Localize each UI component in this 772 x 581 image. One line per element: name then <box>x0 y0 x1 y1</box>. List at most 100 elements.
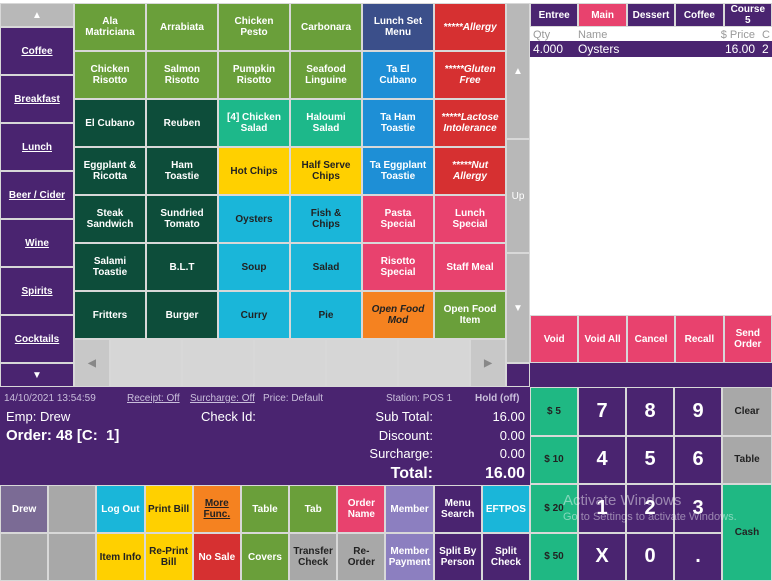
function-button[interactable]: EFTPOS <box>481 485 530 533</box>
menu-item[interactable]: Salad <box>290 243 362 291</box>
clear-button[interactable]: Clear <box>722 387 772 436</box>
menu-item[interactable]: Seafood Linguine <box>290 51 362 99</box>
menu-item[interactable]: [4] Chicken Salad <box>218 99 290 147</box>
numpad-key[interactable]: 3 <box>674 484 722 533</box>
function-button[interactable]: Transfer Check <box>289 533 338 581</box>
category-button[interactable]: Spirits <box>0 267 74 315</box>
scroll-right[interactable]: ▶ <box>470 339 506 387</box>
function-button[interactable]: Re-Order <box>337 533 386 581</box>
function-button[interactable]: Tab <box>289 485 338 533</box>
order-row[interactable] <box>530 41 772 57</box>
menu-item[interactable]: Ta Eggplant Toastie <box>362 147 434 195</box>
numpad-key[interactable]: . <box>674 532 722 581</box>
menu-item[interactable]: Ala Matriciana <box>74 3 146 51</box>
menu-item[interactable]: Lunch Set Menu <box>362 3 434 51</box>
order-action[interactable]: Recall <box>675 315 724 363</box>
function-button[interactable]: Menu Search <box>433 485 482 533</box>
menu-item[interactable]: Risotto Special <box>362 243 434 291</box>
menu-item[interactable]: *****Gluten Free <box>434 51 506 99</box>
numpad-key[interactable]: 8 <box>626 387 674 436</box>
menu-item[interactable]: Reuben <box>146 99 218 147</box>
order-scroll-up[interactable]: ▲ <box>506 3 530 139</box>
menu-item[interactable]: Oysters <box>218 195 290 243</box>
menu-item[interactable]: *****Nut Allergy <box>434 147 506 195</box>
category-button[interactable]: Breakfast <box>0 75 74 123</box>
numpad-key[interactable]: 5 <box>626 435 674 484</box>
menu-item[interactable]: Chicken Risotto <box>74 51 146 99</box>
menu-item[interactable]: Salmon Risotto <box>146 51 218 99</box>
course-tab[interactable]: Main <box>578 3 627 27</box>
menu-item[interactable]: Carbonara <box>290 3 362 51</box>
menu-item[interactable]: Steak Sandwich <box>74 195 146 243</box>
numpad-key[interactable]: 1 <box>578 484 626 533</box>
order-action[interactable]: Cancel <box>626 315 676 363</box>
menu-item[interactable]: B.L.T <box>146 243 218 291</box>
menu-item[interactable]: Curry <box>218 291 290 339</box>
table-button[interactable]: Table <box>722 435 772 484</box>
cash-button[interactable]: $ 5 <box>530 387 578 436</box>
function-button[interactable]: Covers <box>240 533 290 581</box>
course-tab[interactable]: Course 5 <box>723 3 772 27</box>
function-button[interactable]: Member Payment <box>385 533 434 581</box>
menu-item[interactable]: Haloumi Salad <box>290 99 362 147</box>
menu-item[interactable]: Burger <box>146 291 218 339</box>
course-tab[interactable]: Dessert <box>626 3 676 27</box>
menu-item[interactable]: Eggplant & Ricotta <box>74 147 146 195</box>
menu-item[interactable]: Open Food Item <box>434 291 506 339</box>
course-tab[interactable]: Entree <box>530 3 579 27</box>
category-button[interactable]: Cocktails <box>0 315 74 363</box>
cash-tender-button[interactable]: Cash <box>722 484 772 581</box>
order-action[interactable]: Void <box>530 315 579 363</box>
numpad-key[interactable]: 7 <box>578 387 626 436</box>
function-button[interactable]: Split By Person <box>433 533 482 581</box>
nav-up[interactable]: ▲ <box>0 3 74 27</box>
cash-button[interactable]: $ 20 <box>530 484 578 533</box>
function-button[interactable]: Print Bill <box>144 485 193 533</box>
numpad-key[interactable]: 4 <box>578 435 626 484</box>
menu-item[interactable]: Open Food Mod <box>362 291 434 339</box>
menu-item[interactable]: Soup <box>218 243 290 291</box>
category-button[interactable]: Lunch <box>0 123 74 171</box>
function-button[interactable]: Split Check <box>481 533 530 581</box>
function-button[interactable]: Re-Print Bill <box>144 533 193 581</box>
menu-item[interactable]: Ta El Cubano <box>362 51 434 99</box>
numpad-key[interactable]: 0 <box>626 532 674 581</box>
menu-item[interactable]: Half Serve Chips <box>290 147 362 195</box>
menu-item[interactable]: Fritters <box>74 291 146 339</box>
order-action[interactable]: Send Order <box>723 315 772 363</box>
menu-item[interactable]: El Cubano <box>74 99 146 147</box>
function-button[interactable]: Member <box>385 485 434 533</box>
menu-item[interactable]: Salami Toastie <box>74 243 146 291</box>
course-tab[interactable]: Coffee <box>675 3 724 27</box>
menu-item[interactable]: Hot Chips <box>218 147 290 195</box>
scroll-left[interactable]: ◀ <box>74 339 110 387</box>
function-button[interactable]: Drew <box>0 485 49 533</box>
category-button[interactable]: Coffee <box>0 27 74 75</box>
menu-item[interactable]: Chicken Pesto <box>218 3 290 51</box>
cash-button[interactable]: $ 10 <box>530 435 578 484</box>
menu-item[interactable]: Ta Ham Toastie <box>362 99 434 147</box>
function-button[interactable]: More Func. <box>192 485 241 533</box>
nav-down[interactable]: ▼ <box>0 363 74 387</box>
function-button[interactable]: Table <box>240 485 290 533</box>
function-button[interactable]: Log Out <box>96 485 145 533</box>
function-button[interactable]: Order Name <box>337 485 386 533</box>
menu-item[interactable]: Pumpkin Risotto <box>218 51 290 99</box>
function-button[interactable]: Item Info <box>96 533 145 581</box>
menu-item[interactable]: Pie <box>290 291 362 339</box>
order-scroll-down[interactable]: ▼ <box>506 253 530 363</box>
menu-item[interactable]: *****Allergy <box>434 3 506 51</box>
menu-item[interactable]: Lunch Special <box>434 195 506 243</box>
numpad-key[interactable]: X <box>578 532 626 581</box>
category-button[interactable]: Wine <box>0 219 74 267</box>
menu-item[interactable]: Arrabiata <box>146 3 218 51</box>
numpad-key[interactable]: 2 <box>626 484 674 533</box>
menu-item[interactable]: Fish & Chips <box>290 195 362 243</box>
menu-item[interactable]: *****Lactose Intolerance <box>434 99 506 147</box>
menu-item[interactable]: Ham Toastie <box>146 147 218 195</box>
numpad-key[interactable]: 6 <box>674 435 722 484</box>
menu-item[interactable]: Staff Meal <box>434 243 506 291</box>
cash-button[interactable]: $ 50 <box>530 532 578 581</box>
category-button[interactable]: Beer / Cider <box>0 171 74 219</box>
function-button[interactable]: No Sale <box>192 533 241 581</box>
